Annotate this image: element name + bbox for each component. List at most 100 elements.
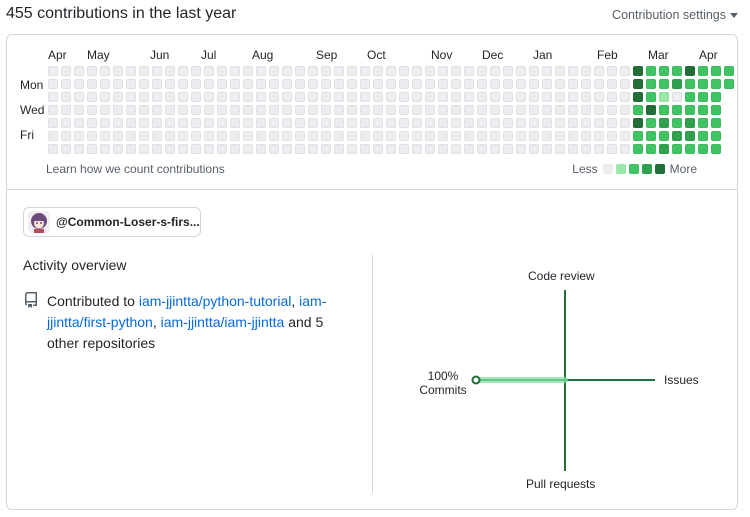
contribution-day-cell[interactable] xyxy=(711,79,721,89)
contribution-day-cell[interactable] xyxy=(568,118,578,128)
contribution-day-cell[interactable] xyxy=(542,118,552,128)
contribution-day-cell[interactable] xyxy=(464,105,474,115)
contribution-day-cell[interactable] xyxy=(61,79,71,89)
contribution-day-cell[interactable] xyxy=(425,144,435,154)
contribution-day-cell[interactable] xyxy=(555,66,565,76)
contribution-day-cell[interactable] xyxy=(204,118,214,128)
contribution-day-cell[interactable] xyxy=(659,131,669,141)
contribution-day-cell[interactable] xyxy=(74,131,84,141)
contribution-day-cell[interactable] xyxy=(178,66,188,76)
contribution-day-cell[interactable] xyxy=(126,131,136,141)
contribution-day-cell[interactable] xyxy=(256,131,266,141)
contribution-day-cell[interactable] xyxy=(724,66,734,76)
contribution-day-cell[interactable] xyxy=(373,105,383,115)
contribution-day-cell[interactable] xyxy=(139,79,149,89)
contribution-day-cell[interactable] xyxy=(685,66,695,76)
contribution-day-cell[interactable] xyxy=(620,79,630,89)
contribution-day-cell[interactable] xyxy=(698,92,708,102)
contribution-day-cell[interactable] xyxy=(659,144,669,154)
contribution-day-cell[interactable] xyxy=(87,131,97,141)
contribution-day-cell[interactable] xyxy=(386,131,396,141)
contribution-day-cell[interactable] xyxy=(152,105,162,115)
contribution-day-cell[interactable] xyxy=(347,144,357,154)
contribution-day-cell[interactable] xyxy=(529,131,539,141)
contribution-day-cell[interactable] xyxy=(61,144,71,154)
contribution-day-cell[interactable] xyxy=(230,79,240,89)
contribution-day-cell[interactable] xyxy=(581,144,591,154)
contribution-day-cell[interactable] xyxy=(529,92,539,102)
contribution-day-cell[interactable] xyxy=(503,118,513,128)
contribution-day-cell[interactable] xyxy=(165,144,175,154)
contribution-day-cell[interactable] xyxy=(295,144,305,154)
contribution-day-cell[interactable] xyxy=(61,105,71,115)
contribution-day-cell[interactable] xyxy=(113,118,123,128)
contribution-day-cell[interactable] xyxy=(477,131,487,141)
contribution-day-cell[interactable] xyxy=(48,144,58,154)
contribution-day-cell[interactable] xyxy=(529,118,539,128)
contribution-day-cell[interactable] xyxy=(516,66,526,76)
contribution-day-cell[interactable] xyxy=(542,131,552,141)
contribution-day-cell[interactable] xyxy=(490,118,500,128)
contribution-day-cell[interactable] xyxy=(568,105,578,115)
contribution-day-cell[interactable] xyxy=(321,79,331,89)
contribution-day-cell[interactable] xyxy=(295,118,305,128)
contribution-day-cell[interactable] xyxy=(490,131,500,141)
contribution-day-cell[interactable] xyxy=(256,66,266,76)
contribution-day-cell[interactable] xyxy=(87,118,97,128)
contribution-day-cell[interactable] xyxy=(386,66,396,76)
contribution-day-cell[interactable] xyxy=(204,105,214,115)
contribution-day-cell[interactable] xyxy=(711,118,721,128)
contribution-day-cell[interactable] xyxy=(685,79,695,89)
contribution-day-cell[interactable] xyxy=(230,118,240,128)
contribution-day-cell[interactable] xyxy=(269,66,279,76)
contribution-day-cell[interactable] xyxy=(464,66,474,76)
contribution-day-cell[interactable] xyxy=(269,79,279,89)
contribution-day-cell[interactable] xyxy=(243,79,253,89)
contribution-day-cell[interactable] xyxy=(48,79,58,89)
contribution-day-cell[interactable] xyxy=(412,79,422,89)
contribution-day-cell[interactable] xyxy=(48,118,58,128)
contribution-day-cell[interactable] xyxy=(633,131,643,141)
contribution-day-cell[interactable] xyxy=(61,131,71,141)
contribution-day-cell[interactable] xyxy=(347,105,357,115)
contribution-day-cell[interactable] xyxy=(217,105,227,115)
contribution-day-cell[interactable] xyxy=(178,92,188,102)
contribution-day-cell[interactable] xyxy=(399,131,409,141)
contribution-day-cell[interactable] xyxy=(126,92,136,102)
contribution-day-cell[interactable] xyxy=(633,144,643,154)
contribution-day-cell[interactable] xyxy=(217,131,227,141)
contribution-day-cell[interactable] xyxy=(178,118,188,128)
contribution-day-cell[interactable] xyxy=(477,118,487,128)
contribution-day-cell[interactable] xyxy=(230,105,240,115)
contribution-day-cell[interactable] xyxy=(659,92,669,102)
contribution-day-cell[interactable] xyxy=(321,105,331,115)
contribution-day-cell[interactable] xyxy=(217,92,227,102)
contribution-day-cell[interactable] xyxy=(386,144,396,154)
contribution-day-cell[interactable] xyxy=(386,92,396,102)
contribution-day-cell[interactable] xyxy=(126,79,136,89)
contribution-day-cell[interactable] xyxy=(243,66,253,76)
contribution-day-cell[interactable] xyxy=(594,131,604,141)
contribution-day-cell[interactable] xyxy=(477,105,487,115)
contribution-day-cell[interactable] xyxy=(61,66,71,76)
contribution-day-cell[interactable] xyxy=(685,105,695,115)
contribution-day-cell[interactable] xyxy=(269,144,279,154)
contribution-day-cell[interactable] xyxy=(217,118,227,128)
contribution-day-cell[interactable] xyxy=(607,92,617,102)
contribution-day-cell[interactable] xyxy=(711,92,721,102)
contribution-day-cell[interactable] xyxy=(191,92,201,102)
contribution-day-cell[interactable] xyxy=(165,79,175,89)
contribution-day-cell[interactable] xyxy=(516,144,526,154)
contribution-day-cell[interactable] xyxy=(659,66,669,76)
contribution-day-cell[interactable] xyxy=(269,118,279,128)
contribution-day-cell[interactable] xyxy=(412,144,422,154)
contribution-day-cell[interactable] xyxy=(555,118,565,128)
contribution-day-cell[interactable] xyxy=(126,144,136,154)
contribution-day-cell[interactable] xyxy=(334,118,344,128)
contribution-day-cell[interactable] xyxy=(399,66,409,76)
contribution-day-cell[interactable] xyxy=(113,144,123,154)
contribution-day-cell[interactable] xyxy=(438,144,448,154)
contribution-day-cell[interactable] xyxy=(503,66,513,76)
contribution-day-cell[interactable] xyxy=(607,105,617,115)
contribution-day-cell[interactable] xyxy=(620,92,630,102)
